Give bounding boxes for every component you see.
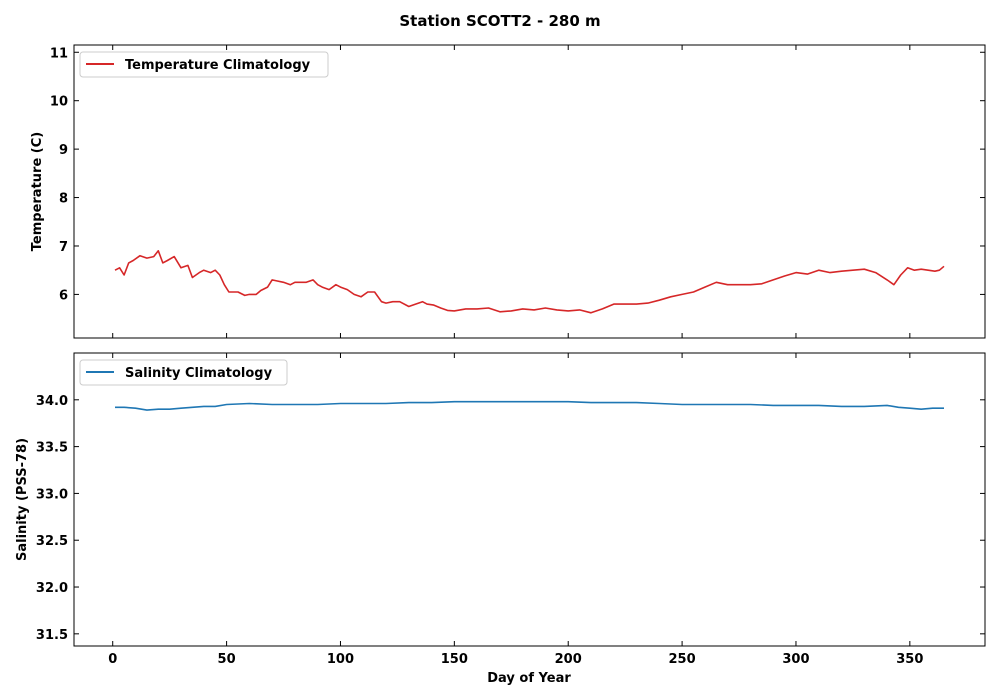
x-tick-label: 350	[896, 652, 923, 667]
x-tick-label: 200	[555, 652, 582, 667]
y-tick-label: 10	[50, 95, 68, 110]
x-tick-label: 150	[441, 652, 468, 667]
salinity-plot-frame	[73, 352, 986, 647]
temperature-plot-frame	[73, 44, 986, 339]
y-tick-label: 32.0	[36, 581, 68, 596]
temperature-legend: Temperature Climatology	[79, 51, 329, 78]
y-tick-label: 9	[59, 143, 68, 158]
salinity-y-axis-title: Salinity (PSS-78)	[15, 438, 30, 561]
x-tick-label: 50	[218, 652, 236, 667]
temperature-legend-label: Temperature Climatology	[125, 58, 311, 73]
temperature-legend-box	[79, 51, 329, 78]
series-line	[115, 400, 944, 411]
y-tick-label: 8	[59, 192, 68, 207]
temperature-ticks: 6 7 8 9 10 11	[50, 45, 985, 338]
y-tick-label: 31.5	[36, 628, 68, 643]
salinity-legend-box	[79, 359, 288, 386]
y-tick-label: 7	[59, 240, 68, 255]
salinity-legend-label: Salinity Climatology	[125, 366, 273, 381]
salinity-panel: 0 50 100 150 200 250 300 350 31.5 32.0 32.5 33.0 33.…	[15, 352, 986, 686]
y-tick-label: 34.0	[36, 394, 68, 409]
series-line	[114, 250, 945, 314]
x-axis-title: Day of Year	[487, 671, 571, 686]
salinity-ticks: 0 50 100 150 200 250 300 350 31.5 32.0 32.5 33.0 33.…	[36, 353, 985, 667]
y-tick-label: 32.5	[36, 534, 68, 549]
temperature-lines	[114, 250, 945, 314]
x-tick-label: 0	[108, 652, 117, 667]
y-tick-label: 6	[59, 288, 68, 303]
x-tick-label: 250	[669, 652, 696, 667]
figure-title: Station SCOTT2 - 280 m	[399, 12, 600, 30]
x-tick-label: 100	[327, 652, 354, 667]
y-tick-label: 33.5	[36, 441, 68, 456]
y-tick-label: 33.0	[36, 487, 68, 502]
temperature-panel: 6 7 8 9 10 11 Temperature (C) Temperature Cli…	[30, 44, 986, 339]
salinity-lines	[115, 400, 944, 411]
salinity-legend: Salinity Climatology	[79, 359, 288, 386]
y-tick-label: 11	[50, 46, 68, 61]
temperature-y-axis-title: Temperature (C)	[30, 132, 45, 251]
x-tick-label: 300	[782, 652, 809, 667]
